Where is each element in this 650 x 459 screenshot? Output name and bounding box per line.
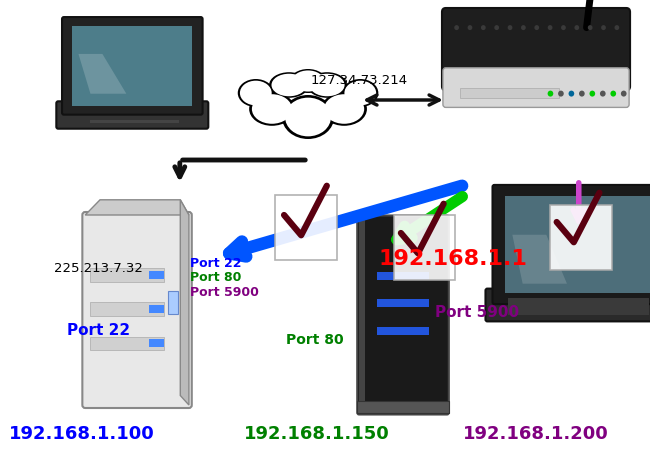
Circle shape xyxy=(548,25,552,30)
Circle shape xyxy=(481,25,486,30)
Bar xyxy=(72,26,192,106)
Bar xyxy=(90,268,164,281)
Bar xyxy=(90,302,164,316)
Text: Port 22: Port 22 xyxy=(66,323,129,338)
Circle shape xyxy=(569,90,574,96)
Ellipse shape xyxy=(307,72,347,98)
Bar xyxy=(150,271,164,279)
Polygon shape xyxy=(359,218,365,413)
Ellipse shape xyxy=(249,92,294,126)
Text: 225.213.7.32: 225.213.7.32 xyxy=(54,262,143,275)
FancyBboxPatch shape xyxy=(57,101,208,129)
Polygon shape xyxy=(85,200,189,215)
Circle shape xyxy=(558,90,564,96)
Bar xyxy=(150,340,164,347)
Text: 192.168.1.100: 192.168.1.100 xyxy=(9,425,155,443)
Ellipse shape xyxy=(321,92,367,126)
Circle shape xyxy=(561,25,566,30)
Ellipse shape xyxy=(272,74,307,96)
Circle shape xyxy=(494,25,499,30)
Circle shape xyxy=(600,90,606,96)
Bar xyxy=(551,205,612,270)
Circle shape xyxy=(610,90,616,96)
FancyBboxPatch shape xyxy=(62,17,203,115)
Bar xyxy=(377,299,429,307)
Circle shape xyxy=(467,25,473,30)
Polygon shape xyxy=(79,54,126,94)
Text: Port 5900: Port 5900 xyxy=(435,305,519,319)
Bar xyxy=(357,401,449,413)
Bar xyxy=(90,120,175,123)
Bar xyxy=(150,305,164,313)
Text: Port 80: Port 80 xyxy=(190,271,241,284)
Ellipse shape xyxy=(269,72,309,98)
Ellipse shape xyxy=(343,79,378,107)
Ellipse shape xyxy=(285,98,331,136)
Circle shape xyxy=(588,25,593,30)
Circle shape xyxy=(534,25,539,30)
Bar xyxy=(393,215,455,280)
FancyBboxPatch shape xyxy=(486,289,650,321)
Bar xyxy=(275,195,337,260)
Bar xyxy=(91,120,177,123)
Bar xyxy=(168,291,178,314)
FancyBboxPatch shape xyxy=(358,215,448,414)
Ellipse shape xyxy=(309,74,344,96)
Text: 192.168.1.200: 192.168.1.200 xyxy=(463,425,608,443)
Bar xyxy=(359,218,365,413)
Polygon shape xyxy=(512,235,567,284)
Ellipse shape xyxy=(240,81,272,105)
FancyBboxPatch shape xyxy=(443,68,629,107)
Bar xyxy=(94,120,179,123)
Text: Port 5900: Port 5900 xyxy=(190,286,259,299)
Text: Port 22: Port 22 xyxy=(190,257,242,270)
Circle shape xyxy=(547,90,553,96)
FancyBboxPatch shape xyxy=(442,8,630,90)
FancyBboxPatch shape xyxy=(83,212,192,408)
Text: 192.168.1.1: 192.168.1.1 xyxy=(378,249,527,269)
Bar xyxy=(377,272,429,280)
Bar xyxy=(460,88,560,98)
Bar xyxy=(377,327,429,335)
Ellipse shape xyxy=(324,94,364,124)
FancyBboxPatch shape xyxy=(493,185,650,304)
Ellipse shape xyxy=(292,70,324,91)
Ellipse shape xyxy=(252,94,292,124)
Circle shape xyxy=(601,25,606,30)
Circle shape xyxy=(621,90,627,96)
Circle shape xyxy=(521,25,526,30)
Bar xyxy=(90,336,164,350)
Ellipse shape xyxy=(290,69,326,93)
Polygon shape xyxy=(180,200,189,405)
Text: Port 80: Port 80 xyxy=(286,333,343,347)
Bar xyxy=(508,298,649,315)
Circle shape xyxy=(579,90,585,96)
Circle shape xyxy=(614,25,619,30)
Circle shape xyxy=(454,25,459,30)
Text: 192.168.1.150: 192.168.1.150 xyxy=(244,425,389,443)
Circle shape xyxy=(508,25,512,30)
Bar xyxy=(92,120,178,123)
Ellipse shape xyxy=(282,95,334,139)
Ellipse shape xyxy=(238,79,274,107)
Ellipse shape xyxy=(344,81,376,105)
Circle shape xyxy=(575,25,579,30)
Bar xyxy=(505,196,650,293)
Circle shape xyxy=(590,90,595,96)
Text: 127.34.73.214: 127.34.73.214 xyxy=(311,74,408,87)
